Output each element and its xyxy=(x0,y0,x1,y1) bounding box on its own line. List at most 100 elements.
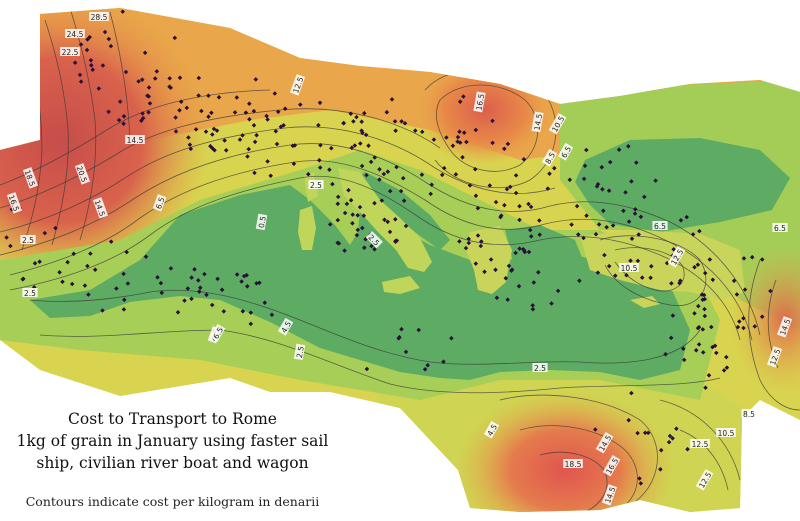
contour-label: 22.5 xyxy=(60,47,80,57)
settlement-marker xyxy=(384,109,390,115)
contour-label-text: 28.5 xyxy=(91,13,108,22)
settlement-marker xyxy=(385,169,391,174)
settlement-marker xyxy=(85,37,90,42)
contour-label-background xyxy=(22,167,39,189)
contour-label: 8.5 xyxy=(741,409,757,419)
settlement-marker xyxy=(473,261,479,266)
contour-label: 2.5 xyxy=(20,235,36,245)
settlement-marker xyxy=(413,128,418,133)
settlement-marker xyxy=(90,67,95,72)
settlement-marker xyxy=(696,303,701,309)
settlement-marker xyxy=(530,303,535,308)
settlement-marker xyxy=(429,182,434,187)
settlement-marker xyxy=(78,79,84,84)
settlement-marker xyxy=(475,205,481,211)
settlement-marker xyxy=(327,167,332,172)
settlement-marker xyxy=(478,243,484,249)
settlement-marker xyxy=(362,245,367,250)
sardinia xyxy=(298,206,316,250)
settlement-marker xyxy=(638,481,644,486)
settlement-marker xyxy=(239,279,244,284)
contour-label-text: 14.5 xyxy=(532,113,544,131)
settlement-marker xyxy=(327,222,333,227)
settlement-marker xyxy=(245,284,250,289)
contour-label-background xyxy=(667,246,686,268)
contour-label: 14.5 xyxy=(125,135,145,145)
settlement-marker xyxy=(649,264,654,269)
settlement-marker xyxy=(401,198,407,203)
contour-label-background xyxy=(209,323,226,342)
settlement-marker xyxy=(209,110,214,116)
settlement-marker xyxy=(358,141,363,146)
contour-label-text: 2.5 xyxy=(310,181,322,190)
settlement-marker xyxy=(488,257,494,262)
contour-label-background xyxy=(293,343,306,361)
settlement-marker xyxy=(658,447,664,453)
contour-label-background xyxy=(741,409,757,418)
settlement-marker xyxy=(199,108,204,114)
settlement-marker xyxy=(549,301,554,306)
settlement-marker xyxy=(403,349,409,355)
settlement-marker xyxy=(360,225,365,231)
contour-label: 10.5 xyxy=(619,263,639,273)
settlement-marker xyxy=(663,351,668,357)
contour-label-background xyxy=(483,420,500,439)
settlement-marker xyxy=(88,251,93,256)
settlement-marker xyxy=(400,175,406,181)
settlement-marker xyxy=(368,159,374,165)
settlement-marker xyxy=(493,267,498,273)
sicily xyxy=(382,276,420,294)
settlement-marker xyxy=(724,365,730,370)
settlement-marker xyxy=(628,258,633,263)
settlement-marker xyxy=(206,93,211,98)
settlement-marker xyxy=(189,296,194,302)
settlement-marker xyxy=(108,43,114,49)
contour-label-background xyxy=(563,459,583,468)
contour-label: 18.5 xyxy=(563,459,583,469)
black-sea xyxy=(575,138,790,232)
settlement-marker xyxy=(461,130,467,135)
settlement-marker xyxy=(125,281,131,286)
settlement-marker xyxy=(457,239,462,244)
settlement-marker xyxy=(272,91,278,96)
settlement-marker xyxy=(204,292,209,298)
settlement-marker xyxy=(530,306,536,312)
settlement-marker xyxy=(752,324,758,329)
settlement-marker xyxy=(602,252,607,258)
settlement-marker xyxy=(681,346,686,351)
settlement-marker xyxy=(710,344,715,350)
settlement-marker xyxy=(252,170,257,176)
settlement-marker xyxy=(361,213,367,218)
cyprus xyxy=(630,296,660,308)
settlement-marker xyxy=(502,202,507,208)
contour-label-background xyxy=(548,113,567,135)
settlement-marker xyxy=(346,187,351,193)
settlement-marker xyxy=(768,288,773,294)
settlement-markers xyxy=(4,9,773,486)
settlement-marker xyxy=(243,110,249,115)
settlement-marker xyxy=(335,217,341,223)
contour-label-background xyxy=(74,163,91,185)
settlement-marker xyxy=(499,213,504,218)
settlement-marker xyxy=(329,145,334,151)
settlement-marker xyxy=(692,311,697,316)
contour-label-background xyxy=(152,194,167,212)
contour-label-background xyxy=(776,316,793,338)
settlement-marker xyxy=(449,335,454,341)
contour-label-background xyxy=(308,180,324,189)
settlement-marker xyxy=(702,306,707,312)
title-line-2: 1kg of grain in January using faster sai… xyxy=(16,432,329,450)
settlement-marker xyxy=(658,467,663,472)
settlement-marker xyxy=(637,476,642,481)
settlement-marker xyxy=(731,278,737,284)
settlement-marker xyxy=(372,200,377,206)
settlement-marker xyxy=(695,262,701,267)
contour-label-background xyxy=(619,263,639,272)
settlement-marker xyxy=(198,285,203,290)
contour-label-text: 8.5 xyxy=(743,410,755,419)
contour-label-background xyxy=(695,469,714,491)
settlement-marker xyxy=(175,310,181,315)
settlement-marker xyxy=(139,77,145,82)
contour-label-background xyxy=(125,135,145,144)
settlement-marker xyxy=(645,430,651,436)
